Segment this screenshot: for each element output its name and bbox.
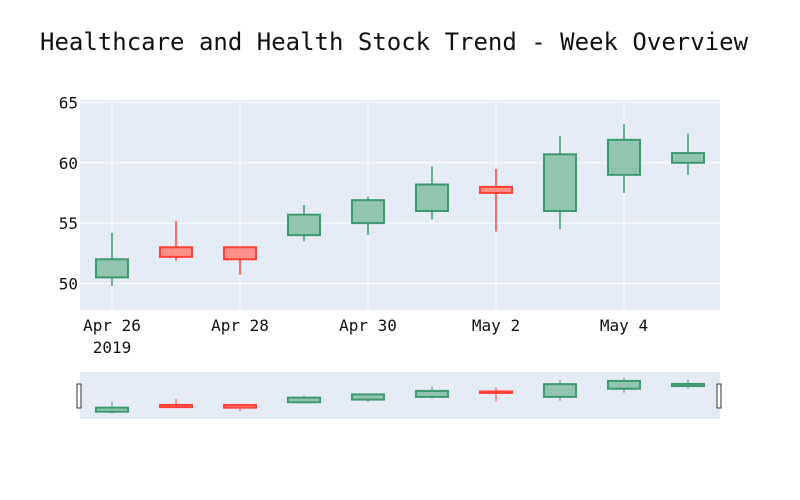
candle-body (159, 246, 193, 258)
x-tick-label: Apr 30 (339, 316, 397, 335)
x-tick-label: Apr 28 (211, 316, 269, 335)
candle (223, 246, 257, 275)
x-axis-year-label: 2019 (93, 338, 132, 357)
mini-candle-body (479, 390, 513, 394)
mini-candle (415, 386, 449, 399)
candle (543, 136, 577, 230)
candle (351, 196, 385, 236)
candle-body (543, 153, 577, 213)
candle (607, 124, 641, 193)
mini-candle-body (671, 382, 705, 388)
mini-candle (223, 403, 257, 412)
candle (671, 133, 705, 175)
range-slider-right-handle[interactable] (716, 383, 722, 409)
mini-candle-body (607, 379, 641, 390)
mini-candle-body (415, 389, 449, 398)
range-slider-left-handle[interactable] (76, 383, 82, 409)
candle (95, 232, 129, 286)
candle (415, 166, 449, 220)
candle-body (351, 199, 385, 225)
x-tick-label: May 2 (472, 316, 520, 335)
mini-candle (543, 380, 577, 401)
mini-candle-body (223, 403, 257, 409)
mini-candle-body (287, 396, 321, 404)
mini-candle-body (543, 383, 577, 398)
mini-candle-body (351, 393, 385, 401)
mini-candle (95, 401, 129, 414)
range-slider-candles (95, 377, 705, 414)
candle-body (95, 258, 129, 279)
candles (95, 124, 705, 286)
mini-candle (287, 395, 321, 404)
candle-body (607, 138, 641, 176)
candle (287, 205, 321, 242)
x-tick-label: Apr 26 (83, 316, 141, 335)
mini-candle (671, 379, 705, 389)
candle-body (287, 213, 321, 237)
mini-candle (607, 377, 641, 393)
x-tick-label: May 4 (600, 316, 648, 335)
candle-body (223, 246, 257, 261)
y-tick-label: 65 (59, 93, 78, 112)
y-tick-label: 60 (59, 154, 78, 173)
y-tick-label: 55 (59, 214, 78, 233)
candle-body (415, 183, 449, 213)
mini-candle (479, 387, 513, 402)
candle-body (479, 185, 513, 194)
mini-candle-body (159, 403, 193, 409)
mini-candle (351, 393, 385, 403)
plot-area (80, 100, 720, 310)
candle (159, 220, 193, 261)
y-axis: 50 55 60 65 (59, 93, 78, 293)
candle (479, 168, 513, 232)
chart-title: Healthcare and Health Stock Trend - Week… (40, 28, 749, 56)
y-tick-label: 50 (59, 274, 78, 293)
candle-body (671, 152, 705, 164)
mini-candle-body (95, 406, 129, 413)
range-slider[interactable] (80, 372, 720, 419)
mini-candle (159, 399, 193, 409)
x-axis: Apr 26 Apr 28 Apr 30 May 2 May 4 (83, 316, 648, 335)
